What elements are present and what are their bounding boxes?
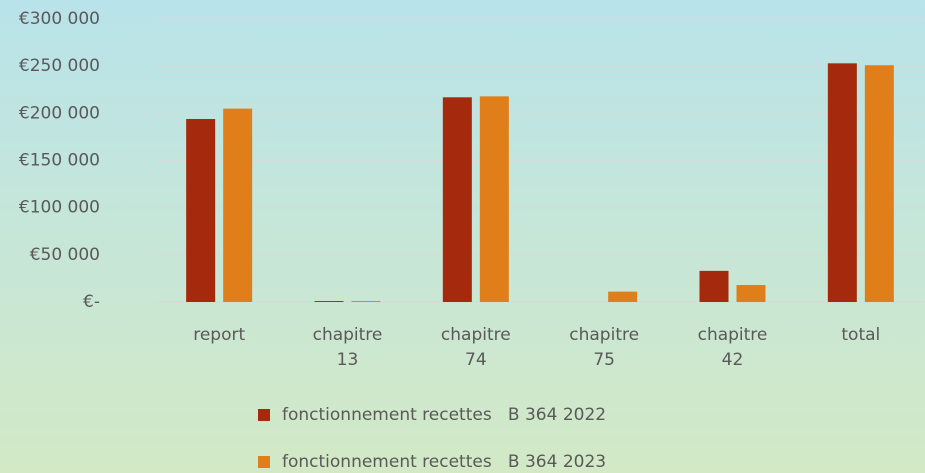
bar bbox=[699, 270, 729, 302]
y-tick-label: €300 000 bbox=[19, 9, 100, 29]
x-tick-label: total bbox=[841, 325, 880, 345]
y-tick-label: €200 000 bbox=[19, 103, 100, 123]
legend-swatch bbox=[258, 456, 270, 468]
bar bbox=[186, 118, 216, 302]
x-tick-label: chapitre 75 bbox=[569, 325, 639, 370]
x-tick-label: chapitre 74 bbox=[441, 325, 511, 370]
bar bbox=[442, 97, 472, 303]
bar bbox=[223, 108, 253, 302]
x-tick-label: chapitre 13 bbox=[313, 325, 383, 370]
bar bbox=[608, 291, 638, 302]
y-tick-label: €- bbox=[83, 292, 100, 312]
x-tick-label: report bbox=[193, 325, 245, 345]
legend-label: fonctionnement recettes B 364 2022 bbox=[282, 405, 606, 425]
bar bbox=[736, 285, 766, 302]
bar bbox=[827, 63, 857, 302]
y-tick-label: €250 000 bbox=[19, 56, 100, 76]
y-tick-label: €150 000 bbox=[19, 151, 100, 171]
legend-swatch bbox=[258, 409, 270, 421]
bar bbox=[314, 301, 344, 302]
bar bbox=[479, 96, 509, 302]
y-tick-label: €100 000 bbox=[19, 198, 100, 218]
bar bbox=[864, 65, 894, 303]
x-tick-label: chapitre 42 bbox=[698, 325, 768, 370]
y-tick-label: €50 000 bbox=[30, 245, 100, 265]
bar bbox=[351, 301, 381, 302]
legend-label: fonctionnement recettes B 364 2023 bbox=[282, 452, 606, 472]
